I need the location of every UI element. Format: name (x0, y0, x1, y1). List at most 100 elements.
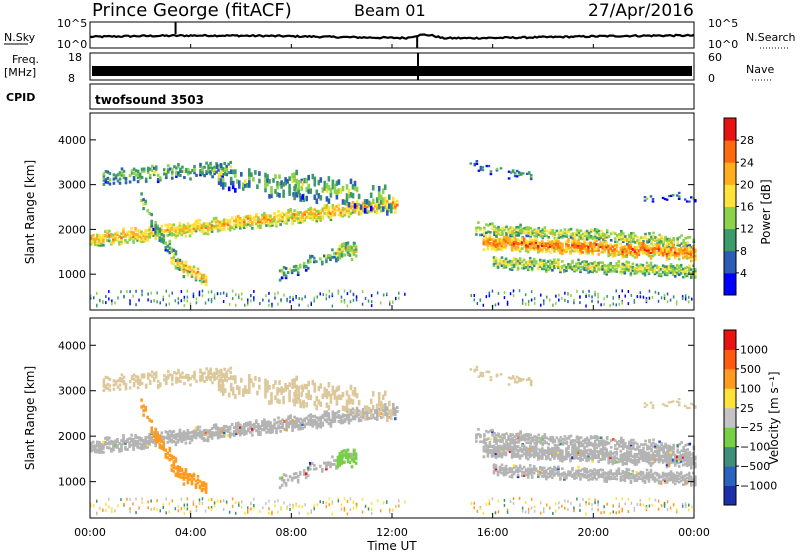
power-cell (353, 203, 357, 209)
velocity-cell (375, 408, 379, 412)
velocity-cell (213, 371, 216, 375)
power-cell (498, 243, 502, 247)
velocity-cell (563, 435, 567, 438)
power-cell (150, 299, 152, 303)
power-cell (655, 271, 659, 274)
power-cell (661, 266, 665, 269)
velocity-cell (347, 421, 351, 425)
power-cell (293, 209, 296, 213)
power-cell (591, 237, 595, 241)
power-cell (579, 246, 582, 249)
velocity-cell (650, 449, 653, 452)
velocity-cell (243, 424, 246, 428)
power-cell (498, 261, 502, 265)
power-cell (561, 250, 564, 254)
velocity-cell (136, 445, 139, 449)
power-cell (654, 239, 657, 243)
power-cell (303, 216, 306, 220)
velocity-cell (172, 434, 176, 437)
power-cell (528, 240, 532, 243)
power-cell (617, 253, 621, 256)
power-cell (186, 230, 190, 233)
velocity-cell (214, 425, 218, 429)
power-cell (524, 247, 528, 251)
beam-title: Beam 01 (354, 1, 426, 20)
power-cell (577, 261, 580, 265)
velocity-cell (499, 438, 502, 442)
velocity-cell (547, 448, 550, 452)
velocity-cell (169, 373, 172, 377)
power-cell (247, 220, 250, 224)
velocity-cell (182, 430, 186, 434)
power-cell (528, 247, 532, 251)
velocity-cell (547, 454, 550, 458)
power-cell (494, 257, 498, 260)
power-cell (527, 231, 530, 234)
velocity-cell (484, 449, 488, 453)
power-cell (339, 212, 343, 216)
power-cell (154, 227, 157, 231)
power-cell (619, 270, 623, 273)
velocity-cell (273, 418, 276, 422)
velocity-cell (493, 437, 496, 440)
velocity-cell (537, 433, 541, 437)
power-cell (601, 240, 604, 244)
velocity-cell (484, 444, 488, 447)
power-cell (339, 208, 343, 212)
power-cell (647, 272, 651, 276)
velocity-cell (278, 399, 281, 405)
power-cell (605, 247, 608, 251)
power-cell (673, 270, 677, 273)
velocity-cell (203, 380, 206, 384)
power-cell (104, 234, 107, 237)
velocity-cell (589, 435, 593, 438)
velocity-cell (283, 427, 286, 431)
velocity-cell (345, 409, 349, 413)
power-cell (625, 251, 629, 255)
power-cell (138, 172, 142, 176)
power-cell (671, 270, 675, 273)
power-cell (647, 266, 651, 269)
power-cell (134, 232, 137, 236)
velocity-cell (301, 420, 304, 424)
power-cell (483, 226, 486, 230)
power-cell (349, 212, 353, 216)
power-cell (347, 213, 351, 216)
power-cell (631, 267, 635, 271)
power-cell (259, 224, 262, 228)
power-cell (593, 243, 596, 247)
power-cell (684, 297, 687, 301)
power-cell (351, 184, 355, 190)
power-cell (174, 266, 178, 270)
velocity-cell (571, 450, 574, 454)
power-cell (335, 259, 338, 263)
velocity-cell (383, 390, 387, 397)
power-cell (102, 174, 106, 178)
velocity-cell (309, 419, 313, 423)
power-cell (510, 244, 514, 248)
power-cell (575, 245, 578, 249)
power-cell (605, 264, 608, 268)
power-cell (625, 265, 629, 269)
power-cell (624, 238, 627, 242)
velocity-cell (620, 436, 623, 440)
velocity-cell (628, 447, 631, 450)
power-cell (250, 299, 252, 303)
power-cell (589, 236, 593, 240)
velocity-cell (354, 454, 358, 458)
velocity-cell (275, 431, 278, 435)
velocity-cell (591, 442, 595, 446)
power-cell (557, 258, 560, 261)
power-cell (641, 263, 645, 267)
velocity-cell (144, 440, 147, 443)
power-cell (553, 233, 557, 237)
power-cell (394, 201, 397, 204)
power-cell (488, 238, 492, 241)
power-cell (292, 295, 294, 299)
power-cell (148, 231, 151, 235)
power-cell (475, 160, 479, 163)
power-cell (532, 259, 536, 263)
velocity-cell (194, 479, 198, 483)
power-cell (303, 218, 306, 222)
velocity-cell (108, 377, 112, 381)
